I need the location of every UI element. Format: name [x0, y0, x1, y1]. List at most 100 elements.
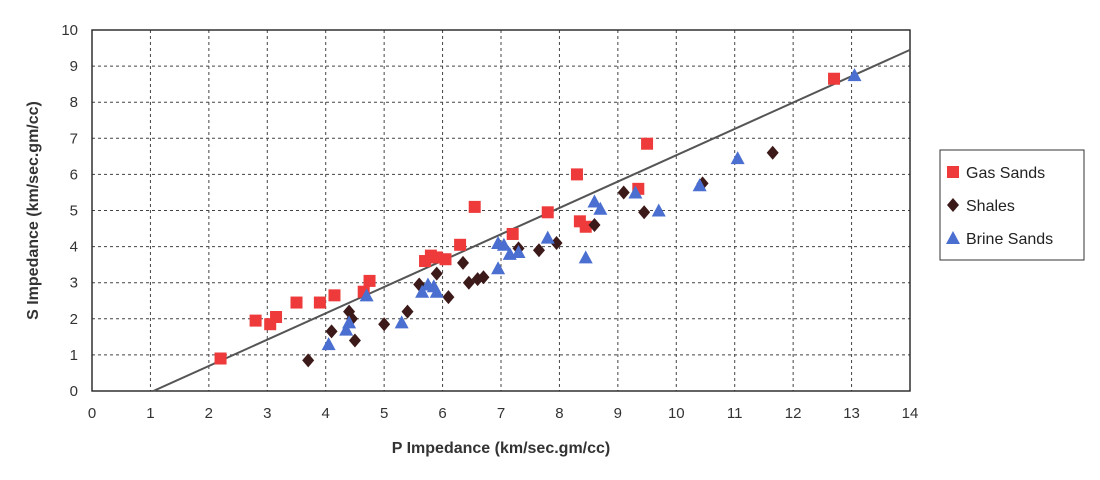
data-point-triangle	[394, 315, 409, 329]
data-point-diamond	[401, 304, 414, 319]
data-point-square	[270, 310, 283, 323]
data-point-triangle	[496, 237, 511, 251]
legend-label-shales: Shales	[966, 198, 1015, 215]
trend-line	[152, 48, 911, 392]
x-tick-label: 6	[438, 405, 446, 422]
legend-symbol-triangle	[946, 231, 960, 244]
x-tick-label: 12	[785, 405, 802, 422]
y-tick-label: 8	[70, 94, 78, 111]
data-point-square	[506, 227, 519, 240]
y-tick-label: 1	[70, 347, 78, 364]
data-points	[214, 68, 862, 368]
data-point-triangle	[321, 337, 336, 351]
x-tick-label: 10	[668, 405, 685, 422]
data-point-triangle	[847, 68, 862, 82]
legend-symbol-diamond	[947, 198, 959, 212]
data-point-triangle	[540, 230, 555, 244]
data-point-diamond	[638, 205, 651, 220]
data-point-diamond	[325, 324, 338, 339]
y-tick-label: 4	[70, 239, 78, 256]
data-point-diamond	[550, 235, 563, 250]
x-tick-label: 11	[727, 405, 743, 422]
data-point-square	[570, 168, 583, 181]
series-gas-sands	[214, 72, 841, 365]
data-point-diamond	[588, 217, 601, 232]
data-point-square	[439, 253, 452, 266]
x-tick-label: 8	[555, 405, 563, 422]
x-tick-label: 0	[88, 405, 96, 422]
grid	[92, 30, 910, 391]
data-point-triangle	[651, 203, 666, 217]
x-axis-title: P Impedance (km/sec.gm/cc)	[392, 440, 610, 457]
legend-symbol-square	[947, 166, 959, 178]
data-point-square	[313, 296, 326, 309]
data-point-triangle	[429, 284, 444, 298]
x-tick-label: 2	[205, 405, 213, 422]
data-point-triangle	[730, 151, 745, 165]
series-brine-sands	[321, 68, 862, 351]
data-point-square	[468, 200, 481, 213]
legend-label-brine-sands: Brine Sands	[966, 231, 1053, 248]
data-point-triangle	[593, 201, 608, 215]
x-tick-label: 3	[263, 405, 271, 422]
x-tick-label: 9	[614, 405, 622, 422]
y-tick-label: 3	[70, 275, 78, 292]
legend-box	[939, 149, 1085, 261]
data-point-square	[579, 220, 592, 233]
data-point-square	[328, 289, 341, 302]
legend-item-shales: Shales	[947, 198, 1015, 215]
data-point-diamond	[766, 145, 779, 160]
data-point-diamond	[302, 353, 315, 368]
data-point-square	[454, 238, 467, 251]
x-tick-label: 4	[322, 405, 330, 422]
data-point-square	[290, 296, 303, 309]
data-point-square	[363, 274, 376, 287]
x-tick-label: 7	[497, 405, 505, 422]
data-point-triangle	[628, 185, 643, 199]
series-shales	[302, 145, 779, 368]
plot-area-frame	[91, 29, 911, 392]
legend-item-brine-sands: Brine Sands	[946, 231, 1053, 248]
data-point-triangle	[491, 261, 506, 275]
y-tick-labels: 0 1 2 3 4 5 6 7 8 9 10	[61, 22, 78, 400]
y-tick-label: 6	[70, 166, 78, 183]
data-point-square	[641, 137, 654, 150]
data-point-triangle	[578, 250, 593, 264]
y-tick-label: 0	[70, 383, 78, 400]
data-point-diamond	[348, 333, 361, 348]
data-point-diamond	[442, 290, 455, 305]
legend-marker-triangle	[946, 231, 960, 244]
data-point-diamond	[378, 317, 391, 332]
data-point-triangle	[587, 194, 602, 208]
x-tick-label: 5	[380, 405, 388, 422]
data-point-square	[828, 72, 841, 85]
legend-marker-diamond	[947, 198, 959, 212]
x-tick-label: 13	[843, 405, 860, 422]
data-point-diamond	[477, 270, 490, 285]
data-point-square	[214, 352, 227, 365]
data-point-triangle	[342, 315, 357, 329]
y-tick-label: 5	[70, 203, 78, 220]
data-point-diamond	[457, 255, 470, 270]
legend: Gas Sands Shales Brine Sands	[939, 149, 1085, 261]
data-point-triangle	[511, 245, 526, 259]
data-point-triangle	[339, 322, 354, 336]
y-tick-label: 9	[70, 58, 78, 75]
y-tick-label: 2	[70, 311, 78, 328]
y-tick-label: 10	[61, 22, 78, 39]
data-point-diamond	[532, 243, 545, 258]
data-point-triangle	[692, 178, 707, 192]
y-axis-title: S Impedance (km/sec.gm/cc)	[25, 101, 42, 320]
legend-label-gas-sands: Gas Sands	[966, 165, 1045, 182]
legend-marker-square	[947, 166, 959, 178]
data-point-triangle	[415, 284, 430, 298]
data-point-diamond	[430, 266, 443, 281]
x-tick-labels: 0 1 2 3 4 5 6 7 8 9 10 11 12 13 14	[88, 405, 919, 422]
legend-item-gas-sands: Gas Sands	[947, 165, 1045, 182]
y-tick-label: 7	[70, 130, 78, 147]
data-point-square	[249, 314, 262, 327]
data-point-diamond	[617, 185, 630, 200]
x-tick-label: 14	[902, 405, 919, 422]
data-point-square	[541, 206, 554, 219]
